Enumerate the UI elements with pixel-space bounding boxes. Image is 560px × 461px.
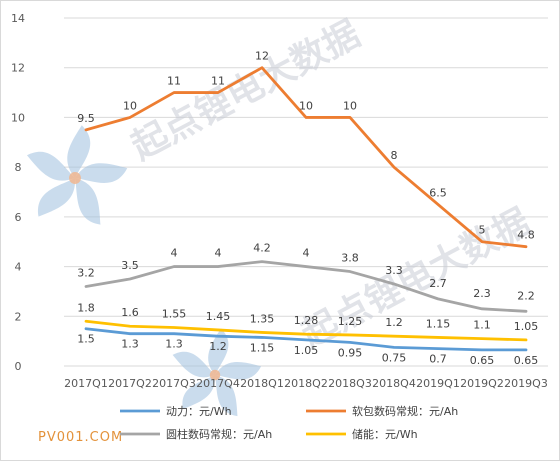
watermark-petal (215, 375, 238, 417)
data-label: 0.65 (514, 354, 539, 367)
x-tick-label: 2017Q2 (108, 377, 152, 390)
watermark-logo (172, 328, 262, 417)
data-label: 3.5 (121, 259, 139, 272)
watermark-petal (172, 351, 215, 378)
data-label: 0.7 (429, 353, 447, 366)
data-label: 1.2 (385, 316, 403, 329)
series-layer (84, 66, 528, 352)
data-label: 0.65 (470, 354, 495, 367)
watermark-center (69, 172, 81, 184)
data-label: 1.6 (121, 306, 139, 319)
x-tick-label: 2017Q3 (152, 377, 196, 390)
legend-label: 储能：元/Wh (352, 427, 418, 441)
series-line (84, 66, 528, 249)
y-tick-label: 2 (15, 310, 22, 323)
y-tick-label: 8 (15, 161, 22, 174)
watermark-petal (38, 178, 76, 217)
data-label: 1.45 (206, 310, 231, 323)
y-tick-label: 6 (15, 211, 22, 224)
data-label: 2.2 (517, 289, 535, 302)
x-tick-label: 2018Q4 (372, 377, 416, 390)
data-label: 4 (215, 247, 222, 260)
data-label: 1.35 (250, 312, 275, 325)
data-label: 4 (303, 247, 310, 260)
data-labels: 1.5 1.3 1.3 1.2 1.15 1.05 0.95 0.75 0.7 0.65 0.659… (77, 50, 538, 367)
series-line (84, 260, 528, 313)
data-label: 1.2 (209, 340, 227, 353)
data-label: 2.3 (473, 287, 491, 300)
watermark-petal (208, 328, 229, 375)
data-label: 0.75 (382, 351, 407, 364)
data-label: 0.95 (338, 346, 363, 359)
data-label: 3.2 (77, 266, 95, 279)
y-tick-label: 14 (11, 12, 25, 25)
data-label: 9.5 (77, 112, 95, 125)
data-label: 4 (171, 247, 178, 260)
watermark-center (209, 369, 221, 381)
watermark-brand: PV001.COM (38, 430, 123, 445)
watermark-petal (75, 178, 101, 225)
watermark-text: 起点锂电大数据 (295, 201, 537, 356)
legend-label: 软包数码常规：元/Ah (352, 404, 458, 418)
data-label: 10 (343, 99, 357, 112)
x-tick-label: 2019Q2 (460, 377, 504, 390)
data-label: 1.28 (294, 314, 319, 327)
data-label: 10 (123, 99, 137, 112)
x-tick-label: 2017Q1 (64, 377, 108, 390)
data-label: 12 (255, 50, 269, 63)
data-label: 1.05 (294, 344, 319, 357)
series-line (84, 319, 528, 342)
data-label: 1.8 (77, 301, 95, 314)
data-label: 1.5 (77, 333, 95, 346)
watermark-petal (182, 375, 216, 410)
data-label: 5 (479, 224, 486, 237)
x-tick-label: 2017Q4 (196, 377, 240, 390)
data-label: 4.8 (517, 229, 535, 242)
x-tick-label: 2018Q3 (328, 377, 372, 390)
data-label: 11 (211, 75, 225, 88)
data-label: 1.05 (514, 320, 539, 333)
y-tick-label: 0 (15, 360, 22, 373)
watermark-petal (26, 151, 75, 181)
data-label: 4.2 (253, 242, 271, 255)
y-tick-label: 12 (11, 62, 25, 75)
data-label: 1.1 (473, 319, 491, 332)
data-label: 1.15 (426, 317, 451, 330)
data-label: 1.3 (165, 338, 183, 351)
watermark-petal (75, 163, 128, 183)
x-tick-label: 2018Q1 (240, 377, 284, 390)
watermark-petal (215, 362, 262, 380)
x-tick-label: 2018Q2 (284, 377, 328, 390)
data-label: 10 (299, 99, 313, 112)
data-label: 3.3 (385, 264, 403, 277)
legend: 动力：元/Wh 软包数码常规：元/Ah 圆柱数码常规：元/Ah 储能：元/Wh (120, 404, 458, 441)
data-label: 11 (167, 75, 181, 88)
data-label: 1.15 (250, 341, 275, 354)
watermark-logo (26, 125, 128, 225)
watermark-text: 起点锂电大数据 (125, 13, 367, 168)
y-tick-label: 10 (11, 111, 25, 124)
x-tick-label: 2019Q3 (504, 377, 548, 390)
x-tick-label: 2019Q1 (416, 377, 460, 390)
data-label: 3.8 (341, 252, 359, 265)
y-tick-label: 4 (15, 261, 22, 274)
data-label: 2.7 (429, 277, 447, 290)
data-label: 1.3 (121, 338, 139, 351)
data-label: 8 (391, 149, 398, 162)
data-label: 1.55 (162, 307, 187, 320)
legend-label: 圆柱数码常规：元/Ah (166, 427, 272, 441)
data-label: 6.5 (429, 186, 447, 199)
series-line (84, 327, 528, 352)
gridlines (64, 17, 548, 367)
legend-label: 动力：元/Wh (166, 405, 232, 418)
data-label: 1.25 (338, 315, 363, 328)
watermark-petal (67, 125, 91, 178)
